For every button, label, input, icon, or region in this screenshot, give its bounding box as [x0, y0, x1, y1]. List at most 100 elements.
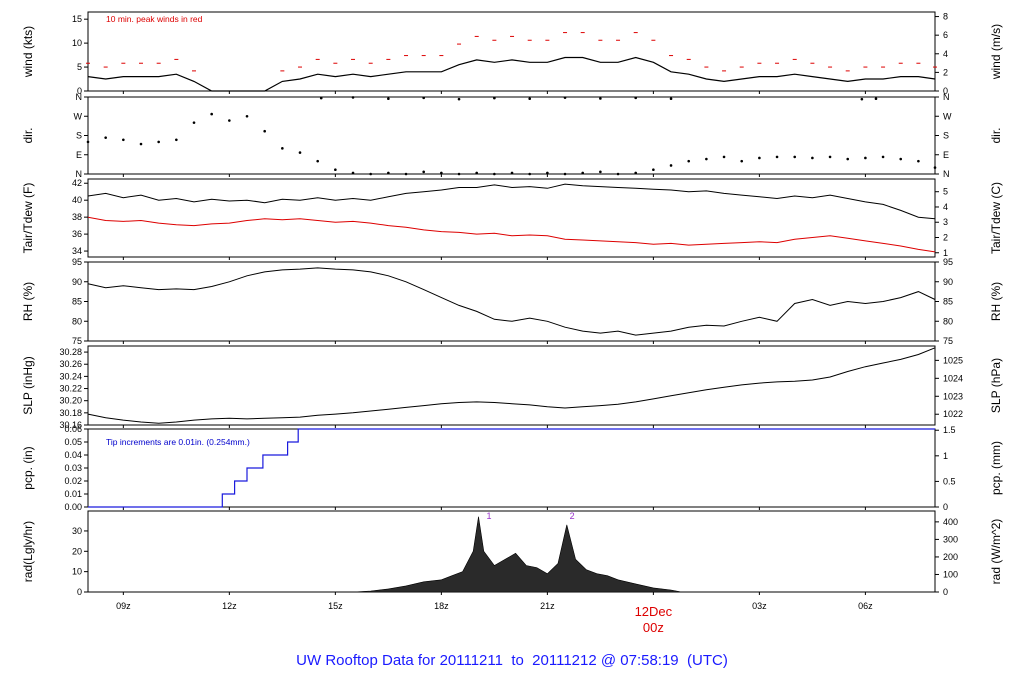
- dir-point-high: [860, 97, 864, 101]
- left-tick-label-pcp: 0.00: [64, 502, 82, 512]
- right-tick-label-slp: 1025: [943, 355, 963, 365]
- right-tick-label-temp: 2: [943, 232, 948, 242]
- right-tick-label-rh: 85: [943, 297, 953, 307]
- dir-point: [528, 172, 531, 176]
- dir-point-high: [387, 97, 390, 101]
- dir-point: [828, 155, 832, 159]
- panel-left-label-rad: rad(Lgly/hr): [21, 521, 35, 582]
- left-tick-label-wind: 0: [77, 86, 82, 96]
- dir-point: [139, 142, 143, 146]
- dir-point-high: [669, 97, 673, 101]
- dir-point: [811, 156, 814, 160]
- dir-point: [440, 171, 443, 175]
- right-tick-label-rh: 90: [943, 277, 953, 287]
- left-tick-label-pcp: 0.02: [64, 476, 82, 486]
- rad-area: [352, 516, 682, 593]
- dir-point: [263, 129, 266, 133]
- date-marker-date: 12Dec: [635, 604, 673, 619]
- footer-to: to: [511, 652, 524, 669]
- left-tick-label-temp: 34: [72, 246, 82, 256]
- x-tick-label-03z: 03z: [752, 601, 767, 611]
- dir-point: [298, 151, 302, 154]
- footer-at: @: [600, 652, 617, 669]
- right-tick-label-dir: N: [943, 92, 950, 102]
- left-tick-label-pcp: 0.04: [64, 450, 82, 460]
- left-tick-label-pcp: 0.05: [64, 437, 82, 447]
- left-tick-label-dir: N: [76, 169, 83, 179]
- left-tick-label-temp: 42: [72, 178, 82, 188]
- panel-right-label-rad: rad (W/m^2): [989, 519, 1003, 585]
- left-tick-label-rh: 80: [72, 316, 82, 326]
- dir-point: [652, 168, 655, 172]
- left-tick-label-dir: E: [76, 150, 82, 160]
- dir-point: [404, 172, 408, 176]
- dir-point: [722, 155, 726, 159]
- dir-point: [740, 159, 744, 163]
- footer-end-date: 20111212: [532, 652, 597, 669]
- left-tick-label-wind: 5: [77, 62, 82, 72]
- dir-point: [422, 170, 425, 174]
- footer-prefix: UW Rooftop Data for: [296, 652, 436, 669]
- right-tick-label-slp: 1023: [943, 391, 963, 401]
- left-tick-label-slp: 30.28: [59, 347, 82, 357]
- dir-point-high: [563, 96, 567, 99]
- right-tick-label-pcp: 1: [943, 451, 948, 461]
- rad-marker-1: 1: [487, 511, 492, 521]
- x-tick-label-12z: 12z: [222, 601, 237, 611]
- panel-left-label-temp: Tair/Tdew (F): [21, 183, 35, 254]
- right-tick-label-rad: 0: [943, 587, 948, 597]
- left-tick-label-rad: 30: [72, 526, 82, 536]
- left-tick-label-temp: 38: [72, 212, 82, 222]
- right-tick-label-wind: 4: [943, 49, 948, 59]
- left-tick-label-rh: 85: [72, 297, 82, 307]
- dir-point: [351, 171, 355, 175]
- panel-frame-temp: [87, 178, 936, 258]
- dir-point: [881, 155, 885, 159]
- footer-time: 07:58:19: [620, 652, 679, 669]
- x-tick-label-09z: 09z: [116, 601, 131, 611]
- panel-left-label-slp: SLP (inHg): [21, 356, 35, 414]
- right-tick-label-pcp: 0.5: [943, 476, 956, 486]
- footer-start-date: 20111211: [439, 652, 503, 669]
- left-tick-label-pcp: 0.01: [64, 489, 82, 499]
- left-tick-label-rh: 90: [72, 277, 82, 287]
- left-tick-label-pcp: 0.06: [64, 424, 82, 434]
- right-tick-label-slp: 1022: [943, 409, 963, 419]
- right-tick-label-dir: S: [943, 131, 949, 141]
- left-tick-label-wind: 15: [72, 14, 82, 24]
- panel-frame-wind: [87, 11, 936, 92]
- dir-point-high: [634, 96, 638, 100]
- panel-left-label-dir: dir.: [21, 127, 35, 143]
- left-tick-label-temp: 36: [72, 229, 82, 239]
- dir-point: [864, 156, 867, 160]
- dir-point: [475, 171, 478, 175]
- x-tick-label-15z: 15z: [328, 601, 343, 611]
- date-marker-label: 00z: [643, 620, 664, 635]
- left-tick-label-rad: 10: [72, 567, 82, 577]
- right-tick-label-rh: 95: [943, 257, 953, 267]
- dir-point: [758, 156, 761, 160]
- right-tick-label-dir: W: [943, 111, 952, 121]
- slp-line: [87, 347, 936, 424]
- dir-point: [493, 172, 496, 176]
- dir-point: [634, 171, 638, 175]
- right-tick-label-wind: 0: [943, 86, 948, 96]
- dir-point-high: [493, 96, 496, 100]
- panel-frame-dir: [87, 96, 936, 175]
- dir-point: [669, 164, 673, 167]
- dir-point-high: [351, 96, 355, 99]
- panel-right-label-temp: Tair/Tdew (C): [989, 182, 1003, 254]
- right-tick-label-rad: 200: [943, 552, 958, 562]
- dir-point: [245, 114, 249, 118]
- dir-point: [899, 157, 903, 161]
- right-tick-label-dir: E: [943, 150, 949, 160]
- dir-point: [104, 136, 107, 139]
- tdew-line: [87, 216, 936, 253]
- left-tick-label-slp: 30.18: [59, 408, 82, 418]
- dir-point: [316, 159, 319, 163]
- right-tick-label-slp: 1024: [943, 373, 963, 383]
- right-tick-label-rad: 300: [943, 534, 958, 544]
- left-tick-label-dir: S: [76, 131, 82, 141]
- wind-speed-line: [87, 56, 936, 92]
